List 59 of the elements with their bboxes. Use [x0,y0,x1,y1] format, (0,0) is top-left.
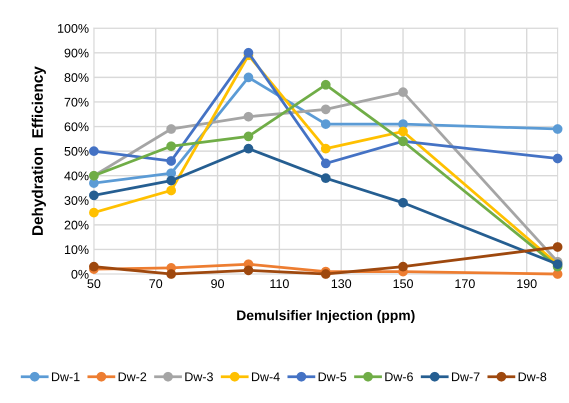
point [244,144,254,154]
point [166,176,176,186]
legend-label: Dw-5 [318,372,346,382]
x-tick-label: 130 [332,279,352,288]
y-tick-label: 40% [64,172,89,180]
point [244,112,254,122]
y-tick-label: 60% [64,122,89,132]
point [398,198,408,208]
legend-label: Dw-4 [252,372,280,382]
point [89,146,99,156]
y-tick-label: 80% [64,73,89,82]
point [166,156,176,166]
y-tick-label: 30% [64,196,89,205]
x-tick-label: 190 [517,279,537,288]
point [89,190,99,200]
legend-label: Dw-6 [385,372,413,382]
y-tick-label: 70% [64,98,89,107]
x-tick-label: 110 [270,279,289,288]
y-tick-label: 100% [58,24,89,33]
y-tick-label: 90% [64,48,89,58]
point [552,242,562,252]
legend-label: Dw-7 [452,372,480,382]
point [166,269,176,279]
point [166,124,176,134]
point [244,72,254,82]
x-tick-label: 170 [455,279,475,288]
point [320,158,331,168]
point [552,154,562,164]
point [320,119,331,129]
point [398,87,408,97]
y-axis-title: Dehydration Efficiency [32,66,46,235]
legend-label: Dw-3 [185,372,213,382]
point [244,265,254,276]
point [166,186,176,196]
point [320,144,331,154]
x-tick-label: 90 [211,279,224,288]
point [89,208,99,218]
point [320,173,331,184]
legend-label: Dw-8 [518,372,546,382]
legend-label: Dw-2 [118,372,146,382]
y-tick-label: 0% [71,270,89,279]
y-tick-label: 20% [64,220,89,230]
point [244,132,254,142]
point [552,124,562,134]
point [89,262,99,272]
point [398,262,408,272]
point [320,269,331,279]
legend-label: Dw-1 [52,372,80,382]
x-tick-label: 70 [149,279,162,288]
point [166,141,176,152]
point [398,126,408,136]
x-tick-label: 150 [394,279,413,288]
x-axis-title: Demulsifier Injection (ppm) [237,310,415,323]
point [244,48,254,58]
point [320,104,331,114]
point [320,80,331,90]
y-tick-label: 10% [64,245,89,254]
y-tick-label: 50% [64,146,89,156]
x-tick-label: 50 [87,279,100,288]
